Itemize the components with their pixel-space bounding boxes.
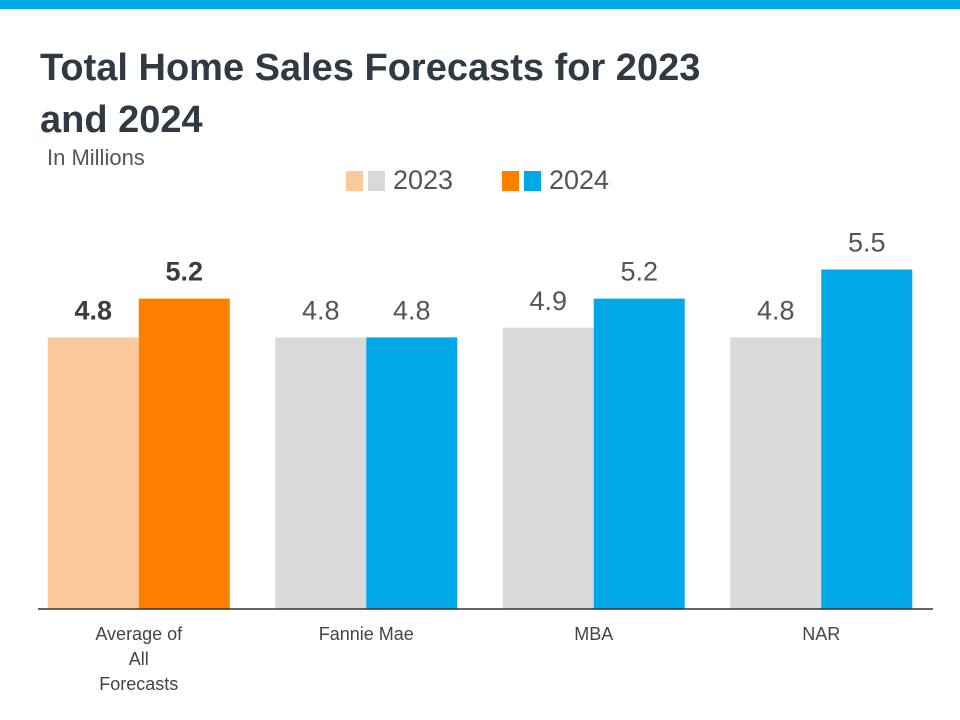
- data-label: 4.8: [393, 296, 431, 326]
- data-label: 4.8: [302, 296, 340, 326]
- data-label: 4.8: [757, 296, 795, 326]
- bar: [275, 337, 367, 609]
- legend-swatch: [524, 171, 541, 191]
- bar: [47, 337, 139, 609]
- data-label: 5.5: [848, 228, 886, 258]
- x-tick-label: Fannie Mae: [318, 624, 414, 644]
- x-tick-label: MBA: [574, 624, 614, 644]
- legend-label: 2024: [549, 165, 609, 195]
- data-label: 4.9: [529, 286, 567, 316]
- legend-swatch: [368, 171, 385, 191]
- bar: [821, 269, 913, 609]
- data-label: 4.8: [74, 296, 112, 326]
- legend-swatch: [346, 171, 363, 191]
- x-tick-label: NAR: [802, 624, 841, 644]
- data-label: 5.2: [620, 257, 658, 287]
- top-stripe: [0, 0, 960, 9]
- x-tick-label: Average of All Forecasts: [95, 624, 183, 694]
- bar: [502, 327, 594, 609]
- chart-title: Total Home Sales Forecasts for 2023 and …: [40, 47, 701, 141]
- bar: [138, 298, 230, 609]
- legend-label: 2023: [393, 165, 453, 195]
- bar: [366, 337, 458, 609]
- chart-subtitle: In Millions: [47, 145, 145, 170]
- legend-swatch: [502, 171, 519, 191]
- bar: [593, 298, 685, 609]
- data-label: 5.2: [165, 257, 203, 287]
- bar: [730, 337, 822, 609]
